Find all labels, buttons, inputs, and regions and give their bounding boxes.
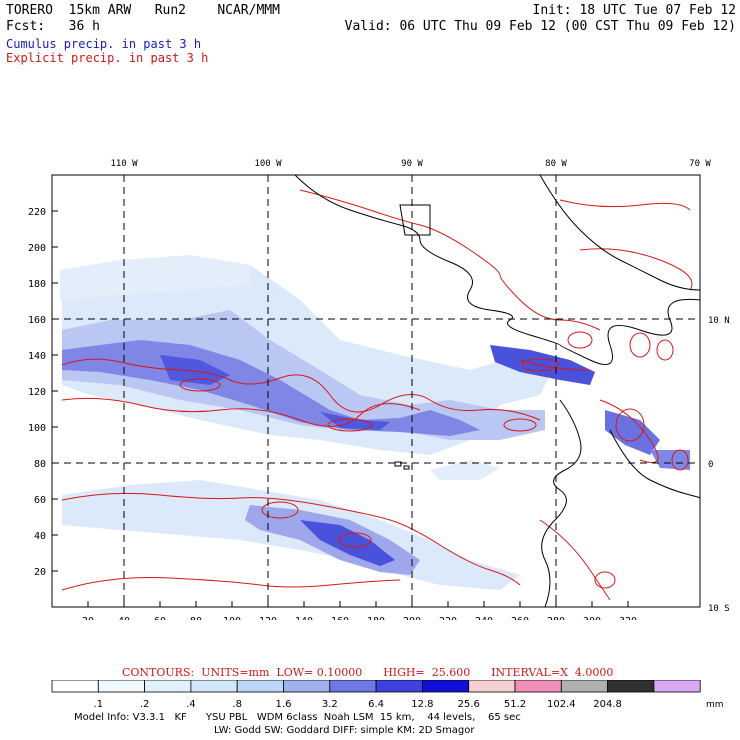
latitude-label: 10 N bbox=[708, 316, 730, 326]
x-tick-label: 120 bbox=[259, 616, 277, 620]
colorbar-label: 6.4 bbox=[368, 699, 384, 710]
colorbar: .1.2.4.8 1.6 3.2 6.4 12.8 25.6 51.2 102.4 204.8 … bbox=[51, 680, 724, 710]
colorbar-swatch bbox=[144, 680, 192, 693]
precip-map: 220 200 180 160 140 120 100 80 60 40 20 20 40 60 80 10… bbox=[28, 159, 730, 620]
colorbar-swatch bbox=[653, 680, 701, 693]
contours-caption: CONTOURS: UNITS=mm LOW= 0.10000 HIGH= 25… bbox=[122, 666, 614, 679]
longitude-label: 90 W bbox=[401, 159, 423, 169]
colorbar-swatch bbox=[51, 680, 99, 693]
y-tick-label: 160 bbox=[28, 315, 46, 326]
x-tick-label: 300 bbox=[583, 616, 601, 620]
colorbar-swatch bbox=[283, 680, 331, 693]
x-tick-label: 180 bbox=[367, 616, 385, 620]
colorbar-swatch bbox=[421, 680, 470, 693]
colorbar-label: .2 bbox=[140, 699, 150, 710]
y-tick-label: 80 bbox=[34, 459, 46, 470]
x-tick-label: 80 bbox=[190, 616, 202, 620]
x-tick-label: 60 bbox=[154, 616, 166, 620]
colorbar-swatch bbox=[514, 680, 562, 693]
model-info-line1: Model Info: V3.3.1 KF YSU PBL WDM 6class… bbox=[74, 712, 521, 723]
y-tick-label: 120 bbox=[28, 387, 46, 398]
y-tick-label: 40 bbox=[34, 531, 46, 542]
x-tick-label: 100 bbox=[223, 616, 241, 620]
latitude-labels: 10 N 0 10 S bbox=[708, 316, 730, 614]
colorbar-swatch bbox=[97, 680, 146, 693]
y-tick-label: 100 bbox=[28, 423, 46, 434]
colorbar-label: 204.8 bbox=[593, 699, 622, 710]
y-tick-label: 20 bbox=[34, 567, 46, 578]
latitude-label: 0 bbox=[708, 460, 713, 470]
colorbar-unit: mm bbox=[706, 700, 724, 710]
x-tick-label: 140 bbox=[295, 616, 313, 620]
cumulus-precip-label: Cumulus precip. in past 3 h bbox=[6, 37, 202, 51]
colorbar-label: 25.6 bbox=[458, 699, 480, 710]
longitude-label: 110 W bbox=[110, 159, 138, 169]
colorbar-label: 102.4 bbox=[547, 699, 576, 710]
coastlines bbox=[294, 175, 700, 607]
y-tick-label: 180 bbox=[28, 279, 46, 290]
explicit-precip-label: Explicit precip. in past 3 h bbox=[6, 51, 209, 65]
colorbar-label: 12.8 bbox=[411, 699, 433, 710]
x-tick-label: 220 bbox=[439, 616, 457, 620]
init-time: Init: 18 UTC Tue 07 Feb 12 bbox=[532, 3, 737, 18]
x-tick-label: 280 bbox=[547, 616, 565, 620]
y-tick-label: 60 bbox=[34, 495, 46, 506]
longitude-label: 100 W bbox=[254, 159, 282, 169]
y-tick-label: 140 bbox=[28, 351, 46, 362]
cumulus-precip-shading bbox=[60, 255, 690, 590]
colorbar-label: .1 bbox=[94, 699, 104, 710]
x-tick-label: 200 bbox=[403, 616, 421, 620]
colorbar-swatch bbox=[190, 680, 238, 693]
x-tick-label: 160 bbox=[331, 616, 349, 620]
x-tick-label: 320 bbox=[619, 616, 637, 620]
longitude-labels: 110 W 100 W 90 W 80 W 70 W bbox=[110, 159, 711, 169]
colorbar-label: 3.2 bbox=[322, 699, 338, 710]
explicit-precip-contours bbox=[61, 189, 693, 601]
model-info-line2: LW: Godd SW: Goddard DIFF: simple KM: 2D… bbox=[214, 725, 475, 736]
colorbar-label: .4 bbox=[186, 699, 196, 710]
x-tick-label: 240 bbox=[475, 616, 493, 620]
colorbar-label: 51.2 bbox=[504, 699, 526, 710]
colorbar-swatch bbox=[607, 680, 655, 693]
x-axis: 20 40 60 80 100 120 140 160 180 200 220 240 260 280 30… bbox=[82, 601, 637, 620]
colorbar-swatch bbox=[375, 680, 423, 693]
x-tick-label: 40 bbox=[118, 616, 130, 620]
colorbar-swatch bbox=[236, 680, 284, 693]
longitude-label: 80 W bbox=[545, 159, 567, 169]
lat-lon-grid bbox=[52, 175, 700, 607]
x-tick-label: 260 bbox=[511, 616, 529, 620]
colorbar-swatch bbox=[329, 680, 377, 693]
colorbar-swatch bbox=[468, 680, 516, 693]
valid-time: Valid: 06 UTC Thu 09 Feb 12 (00 CST Thu … bbox=[344, 19, 736, 34]
colorbar-label: 1.6 bbox=[276, 699, 292, 710]
x-tick-label: 20 bbox=[82, 616, 94, 620]
y-tick-label: 220 bbox=[28, 207, 46, 218]
y-axis: 220 200 180 160 140 120 100 80 60 40 20 bbox=[28, 207, 58, 578]
y-tick-label: 200 bbox=[28, 243, 46, 254]
forecast-hour: Fcst: 36 h bbox=[6, 19, 100, 34]
run-title: TORERO 15km ARW Run2 NCAR/MMM bbox=[6, 3, 280, 18]
longitude-label: 70 W bbox=[689, 159, 711, 169]
latitude-label: 10 S bbox=[708, 604, 730, 614]
colorbar-label: .8 bbox=[232, 699, 242, 710]
colorbar-swatch bbox=[560, 680, 608, 693]
